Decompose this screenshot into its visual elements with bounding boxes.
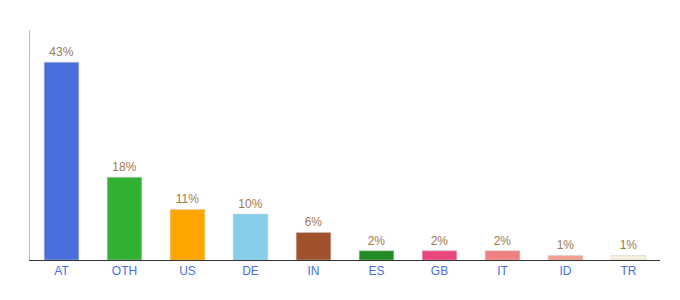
svg-text:10%: 10% [238,197,262,211]
svg-text:1%: 1% [557,238,575,252]
svg-text:2%: 2% [494,234,512,248]
svg-text:1%: 1% [620,238,638,252]
svg-text:11%: 11% [176,192,199,206]
svg-text:6%: 6% [305,215,323,229]
svg-text:AT: AT [54,264,69,278]
svg-text:43%: 43% [49,45,73,59]
svg-text:2%: 2% [431,234,449,248]
svg-text:GB: GB [431,264,448,278]
svg-text:ES: ES [368,264,384,278]
svg-text:US: US [179,264,196,278]
svg-text:DE: DE [242,264,259,278]
svg-text:18%: 18% [112,160,136,174]
svg-text:2%: 2% [368,234,386,248]
svg-text:IT: IT [497,264,508,278]
svg-text:IN: IN [308,264,320,278]
svg-text:OTH: OTH [112,264,137,278]
svg-text:TR: TR [621,264,637,278]
svg-text:ID: ID [560,264,572,278]
